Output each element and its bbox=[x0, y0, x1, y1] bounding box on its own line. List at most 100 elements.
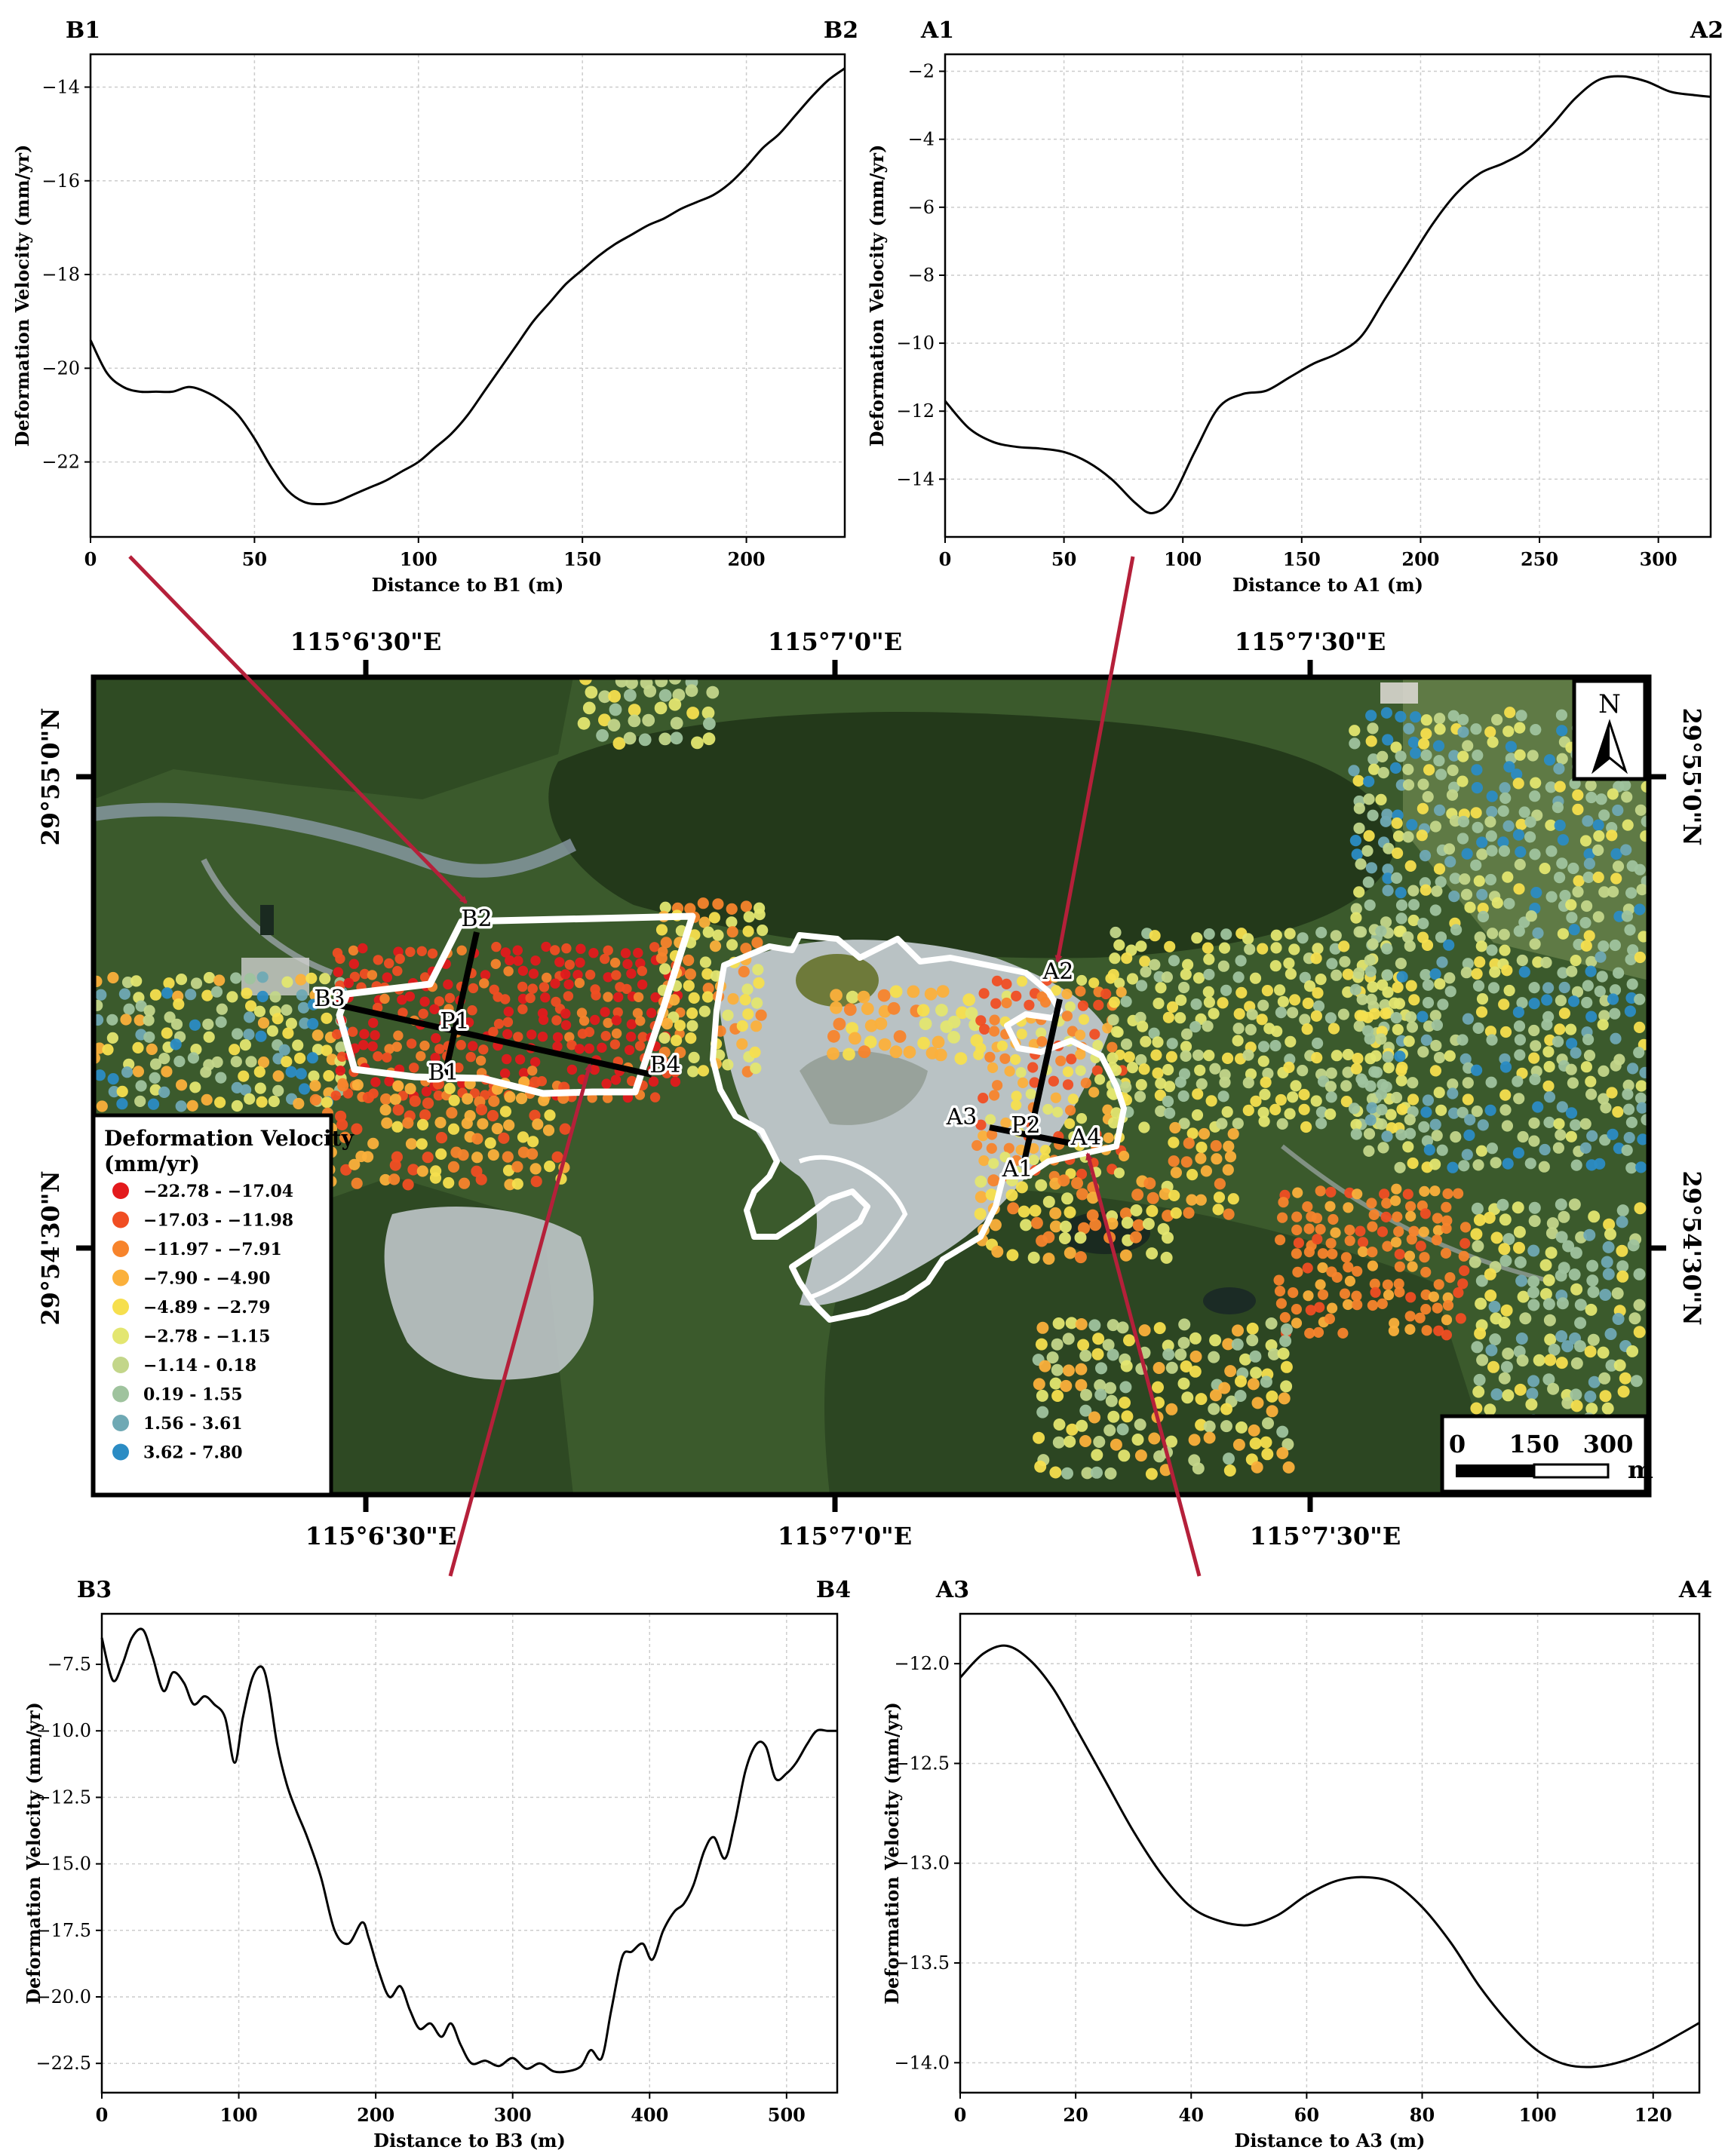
lon-label-top-2: 115°7'0"E bbox=[768, 627, 902, 656]
deformation-point bbox=[1066, 1423, 1079, 1436]
deformation-point bbox=[1435, 1104, 1447, 1116]
deformation-point bbox=[1621, 791, 1633, 803]
deformation-point bbox=[1220, 984, 1232, 996]
deformation-point bbox=[559, 1123, 571, 1135]
deformation-point bbox=[214, 1096, 226, 1109]
deformation-point bbox=[1355, 1118, 1367, 1130]
deformation-point bbox=[464, 1130, 476, 1143]
deformation-point bbox=[671, 960, 681, 971]
deformation-point bbox=[404, 1110, 416, 1122]
deformation-point bbox=[1585, 1075, 1597, 1087]
deformation-point bbox=[975, 1042, 987, 1054]
deformation-point bbox=[740, 954, 752, 966]
deformation-point bbox=[633, 992, 644, 1003]
deformation-point bbox=[1016, 976, 1028, 987]
deformation-point bbox=[1375, 925, 1387, 937]
deformation-point bbox=[658, 732, 672, 746]
deformation-point bbox=[1558, 900, 1570, 912]
deformation-point bbox=[1461, 848, 1473, 860]
deformation-point bbox=[685, 677, 698, 689]
deformation-point bbox=[1500, 1304, 1513, 1317]
deformation-point bbox=[1306, 1211, 1317, 1222]
deformation-point bbox=[625, 677, 638, 689]
deformation-point bbox=[1364, 965, 1377, 977]
deformation-point bbox=[1138, 1121, 1150, 1133]
deformation-point bbox=[1315, 1185, 1326, 1197]
deformation-point bbox=[1061, 989, 1073, 1000]
deformation-point bbox=[671, 967, 683, 979]
deformation-point bbox=[651, 1054, 661, 1066]
deformation-point bbox=[750, 1063, 762, 1075]
deformation-point bbox=[587, 1093, 597, 1103]
deformation-point bbox=[1627, 944, 1639, 956]
deformation-point bbox=[313, 1124, 325, 1136]
deformation-point bbox=[649, 1020, 660, 1032]
deformation-point bbox=[170, 1018, 183, 1030]
deformation-point bbox=[1353, 886, 1365, 898]
deformation-point bbox=[257, 1057, 270, 1069]
deformation-point bbox=[1140, 966, 1152, 978]
deformation-point bbox=[441, 1090, 452, 1101]
deformation-point bbox=[1472, 980, 1485, 992]
deformation-point bbox=[1368, 1066, 1380, 1078]
deformation-point bbox=[864, 1019, 878, 1032]
deformation-point bbox=[464, 1110, 476, 1122]
deformation-point bbox=[1635, 762, 1647, 774]
deformation-point bbox=[389, 1159, 401, 1171]
deformation-point bbox=[1276, 1425, 1289, 1438]
deformation-point bbox=[1382, 1007, 1394, 1019]
deformation-point bbox=[1483, 1211, 1496, 1224]
deformation-point bbox=[1598, 1372, 1611, 1385]
deformation-point bbox=[394, 1064, 405, 1075]
deformation-point bbox=[1011, 1099, 1022, 1111]
deformation-point bbox=[1079, 1349, 1092, 1362]
deformation-point bbox=[1186, 1169, 1199, 1181]
deformation-point bbox=[1526, 1388, 1539, 1400]
deformation-point bbox=[564, 1032, 575, 1042]
deformation-point bbox=[1627, 1063, 1639, 1075]
deformation-point bbox=[1168, 1189, 1180, 1201]
deformation-point bbox=[427, 981, 437, 992]
deformation-point bbox=[710, 970, 723, 982]
y-tick-label: −20 bbox=[41, 357, 80, 379]
profile-end-label-right: A4 bbox=[1678, 1577, 1712, 1603]
deformation-point bbox=[357, 1091, 367, 1103]
deformation-point bbox=[1599, 1390, 1612, 1403]
deformation-point bbox=[1181, 1391, 1194, 1404]
deformation-point bbox=[1421, 1325, 1432, 1336]
deformation-point bbox=[1291, 1224, 1303, 1236]
deformation-point bbox=[419, 972, 431, 983]
deformation-point bbox=[1364, 1080, 1377, 1092]
deformation-point bbox=[1367, 1260, 1378, 1271]
deformation-point bbox=[1310, 1095, 1322, 1107]
deformation-point bbox=[1102, 1023, 1113, 1034]
deformation-point bbox=[1502, 1233, 1515, 1246]
deformation-point bbox=[1189, 1365, 1202, 1378]
deformation-point bbox=[1527, 1299, 1540, 1311]
deformation-point bbox=[1605, 1418, 1618, 1431]
deformation-point bbox=[515, 1093, 528, 1105]
deformation-point bbox=[308, 1070, 320, 1082]
deformation-point bbox=[1174, 1012, 1186, 1024]
deformation-point bbox=[1276, 1118, 1288, 1130]
deformation-point bbox=[671, 909, 683, 922]
deformation-point bbox=[1472, 1476, 1484, 1488]
deformation-point bbox=[201, 1093, 213, 1106]
deformation-point bbox=[513, 1032, 523, 1042]
deformation-point bbox=[1091, 1141, 1102, 1152]
deformation-point bbox=[1513, 883, 1525, 895]
deformation-point bbox=[1568, 1268, 1581, 1281]
deformation-point bbox=[1604, 1328, 1617, 1340]
deformation-point bbox=[1353, 1020, 1365, 1032]
deformation-point bbox=[661, 1068, 672, 1078]
profile-end-label-right: A2 bbox=[1690, 17, 1723, 44]
deformation-point bbox=[1593, 830, 1605, 842]
deformation-point bbox=[1604, 1486, 1617, 1495]
deformation-point bbox=[211, 1056, 223, 1069]
deformation-point bbox=[849, 1032, 861, 1045]
deformation-point bbox=[635, 958, 646, 969]
deformation-point bbox=[1552, 802, 1564, 814]
deformation-point bbox=[1429, 1010, 1441, 1022]
deformation-point bbox=[1119, 1381, 1132, 1394]
deformation-point bbox=[1570, 1357, 1583, 1369]
